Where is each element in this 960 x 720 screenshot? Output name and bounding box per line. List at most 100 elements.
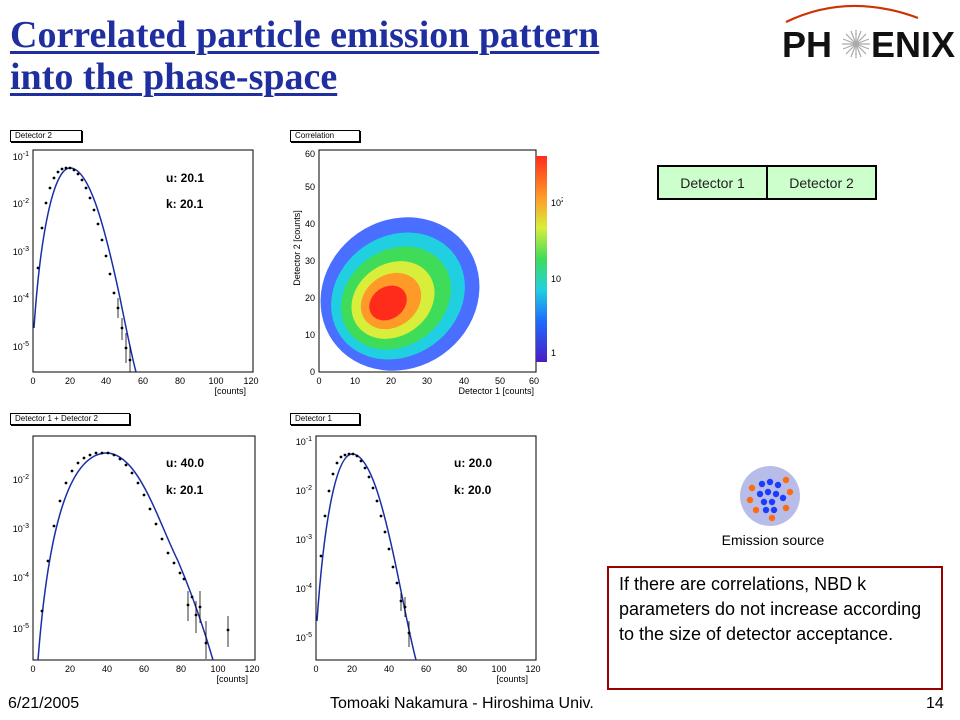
x-tick: 50 <box>495 376 505 386</box>
x-tick: 40 <box>102 664 112 674</box>
x-tick: 20 <box>65 664 75 674</box>
panel-detector-sum: Detector 1 + Detector 2 0 20 40 60 80 10… <box>8 411 268 685</box>
distribution-plot: 0 20 40 60 80 100 120 [counts] 10-2 10-3… <box>13 435 260 684</box>
x-tick-labels: 0 20 40 60 80 100 120 <box>313 664 540 674</box>
heatmap-blobs <box>320 217 480 371</box>
panel-label: Detector 2 <box>10 130 82 142</box>
x-tick: 120 <box>525 664 540 674</box>
y-tick: 60 <box>305 149 315 159</box>
z-tick: 1 <box>551 348 556 358</box>
distribution-plot: 0 20 40 60 80 100 120 [counts] 10-1 10-2… <box>13 149 259 396</box>
error-bars <box>400 593 410 647</box>
data-points <box>40 451 230 645</box>
y-tick: 10-5 <box>13 341 29 352</box>
k-value: k: 20.0 <box>454 483 492 497</box>
distribution-plot: 0 20 40 60 80 100 120 [counts] 10-1 10-2… <box>296 435 541 684</box>
x-axis-title: Detector 1 [counts] <box>458 386 534 396</box>
panel-label: Detector 1 + Detector 2 <box>10 413 130 425</box>
x-tick: 40 <box>384 664 394 674</box>
x-tick: 10 <box>350 376 360 386</box>
data-points <box>36 166 132 362</box>
detector-2-cell: Detector 2 <box>766 167 875 198</box>
phenix-logo: PH ENIX <box>782 4 955 65</box>
x-tick: 30 <box>422 376 432 386</box>
x-tick: 60 <box>421 664 431 674</box>
x-tick: 40 <box>101 376 111 386</box>
x-tick: 100 <box>208 376 223 386</box>
u-value: u: 20.1 <box>166 171 204 185</box>
y-tick: 10-4 <box>296 583 312 594</box>
k-value: k: 20.1 <box>166 197 204 211</box>
y-tick: 50 <box>305 182 315 192</box>
fit-curve <box>37 452 214 661</box>
y-tick: 10-3 <box>13 246 29 257</box>
x-tick: 80 <box>457 664 467 674</box>
y-tick: 10-5 <box>13 623 29 634</box>
y-tick: 40 <box>305 219 315 229</box>
panel-detector1: Detector 1 0 20 40 60 80 100 120 [counts… <box>288 411 548 685</box>
x-tick-labels: 0 20 40 60 80 100 120 <box>30 664 259 674</box>
z-tick: 10 <box>551 274 561 284</box>
panel-correlation: Correlation 0 10 20 30 40 50 60 Detector… <box>288 128 563 398</box>
panel-label: Detector 1 <box>290 413 360 425</box>
y-tick: 10-3 <box>296 534 312 545</box>
x-tick: 60 <box>138 376 148 386</box>
z-tick: 102 <box>551 197 563 208</box>
footer-author: Tomoaki Nakamura - Hiroshima Univ. <box>330 695 594 712</box>
x-tick: 80 <box>176 664 186 674</box>
x-axis-unit: [counts] <box>216 674 248 684</box>
x-tick: 20 <box>65 376 75 386</box>
y-tick: 10 <box>305 330 315 340</box>
x-tick: 60 <box>529 376 539 386</box>
logo-text-right: ENIX <box>871 24 955 65</box>
y-tick-labels: 0 10 20 30 40 50 60 <box>305 149 315 377</box>
emission-source-icon <box>740 466 800 526</box>
x-axis-unit: [counts] <box>496 674 528 684</box>
x-tick: 40 <box>459 376 469 386</box>
x-tick: 60 <box>139 664 149 674</box>
y-tick: 10-4 <box>13 572 29 583</box>
z-tick-labels: 102 10 1 <box>551 197 563 358</box>
y-tick-labels: 10-2 10-3 10-4 10-5 <box>13 474 29 634</box>
x-tick: 0 <box>30 664 35 674</box>
y-tick: 20 <box>305 293 315 303</box>
x-tick: 20 <box>386 376 396 386</box>
y-tick: 0 <box>310 367 315 377</box>
y-tick: 10-2 <box>13 198 29 209</box>
fit-curve <box>33 167 137 373</box>
correlation-heatmap: 0 10 20 30 40 50 60 Detector 1 [counts] … <box>292 149 563 396</box>
slide-title: Correlated particle emission pattern int… <box>10 14 710 98</box>
fit-curve <box>316 453 417 661</box>
y-tick: 30 <box>305 256 315 266</box>
detector-1-cell: Detector 1 <box>680 174 745 191</box>
error-bars <box>187 591 229 659</box>
y-tick: 10-3 <box>13 523 29 534</box>
u-value: u: 20.0 <box>454 456 492 470</box>
y-tick: 10-2 <box>13 474 29 485</box>
y-tick-labels: 10-1 10-2 10-3 10-4 10-5 <box>296 436 312 643</box>
y-axis-title: Detector 2 [counts] <box>292 210 302 286</box>
y-tick: 10-5 <box>296 632 312 643</box>
x-tick-labels: 0 10 20 30 40 50 60 <box>316 376 539 386</box>
u-value: u: 40.0 <box>166 456 204 470</box>
footer-page-number: 14 <box>926 695 944 712</box>
correlation-note: If there are correlations, NBD k paramet… <box>607 566 943 690</box>
data-points <box>319 452 411 635</box>
sunburst-icon <box>842 30 870 58</box>
x-axis-unit: [counts] <box>214 386 246 396</box>
x-tick: 20 <box>347 664 357 674</box>
x-tick: 120 <box>244 664 259 674</box>
x-tick: 100 <box>210 664 225 674</box>
detector-table: Detector 1 Detector 2 <box>657 165 877 200</box>
x-tick: 100 <box>491 664 506 674</box>
panel-detector2: Detector 2 0 20 40 60 80 100 120 [counts… <box>8 128 268 398</box>
title-line-1: Correlated particle emission pattern <box>10 14 600 56</box>
x-tick: 80 <box>175 376 185 386</box>
color-scale-bar <box>536 156 547 362</box>
y-tick: 10-4 <box>13 293 29 304</box>
title-line-2: into the phase-space <box>10 56 338 98</box>
x-tick: 0 <box>313 664 318 674</box>
k-value: k: 20.1 <box>166 483 204 497</box>
y-tick-labels: 10-1 10-2 10-3 10-4 10-5 <box>13 151 29 352</box>
error-bars <box>117 298 131 372</box>
